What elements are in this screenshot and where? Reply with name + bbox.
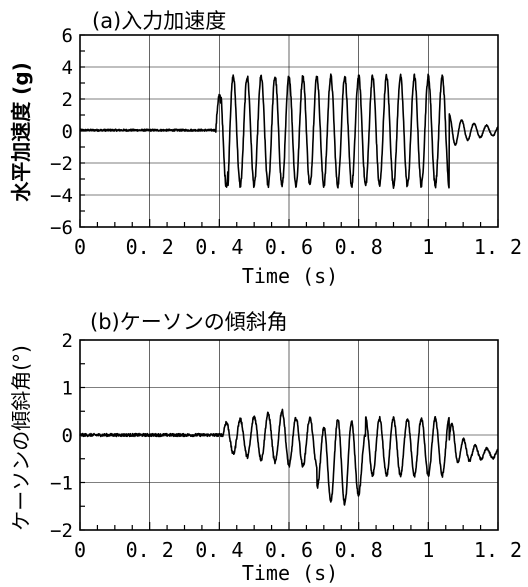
- x-tick-label: 0. 4: [195, 235, 243, 259]
- y-tick-label: 2: [62, 89, 73, 111]
- chart-a-xlabel: Time (s): [242, 264, 338, 288]
- chart-b-ylabel: ケーソンの傾斜角(°): [9, 345, 33, 531]
- x-tick-label: 0. 8: [335, 538, 383, 562]
- chart-a-title: (a)入力加速度: [92, 9, 226, 33]
- y-tick-label: −6: [50, 217, 73, 239]
- y-tick-label: 6: [62, 25, 73, 47]
- x-tick-label: 0. 2: [126, 235, 174, 259]
- panel-a: (a)入力加速度 −6 −4 −2 0 2 4 6 0 0. 2 0. 4 0. 6 0. 8 1 1.…: [9, 9, 522, 288]
- x-tick-label: 0. 6: [265, 538, 313, 562]
- x-tick-label: 0: [74, 235, 86, 259]
- chart-a-x-tick-labels: 0 0. 2 0. 4 0. 6 0. 8 1 1. 2: [74, 235, 522, 259]
- x-tick-label: 0. 6: [265, 235, 313, 259]
- y-tick-label: −1: [50, 473, 73, 495]
- chart-a-frame: [79, 34, 499, 228]
- x-tick-label: 1: [422, 235, 434, 259]
- chart-b-series-line: [79, 408, 499, 506]
- x-tick-label: 1. 2: [474, 235, 522, 259]
- x-tick-label: 0. 8: [335, 235, 383, 259]
- y-tick-label: 2: [62, 330, 73, 352]
- x-tick-label: 0. 4: [195, 538, 243, 562]
- y-tick-label: 1: [62, 378, 73, 400]
- chart-b-xlabel: Time (s): [242, 561, 338, 585]
- chart-a-series-line: [79, 73, 499, 189]
- panel-b: (b)ケーソンの傾斜角 −2 −1 0 1 2 0 0. 2 0. 4 0. 6 0. 8 1 1.…: [9, 310, 522, 585]
- y-tick-label: 0: [62, 425, 73, 447]
- y-tick-label: −2: [50, 153, 73, 175]
- x-tick-label: 1: [422, 538, 434, 562]
- x-tick-label: 0. 2: [126, 538, 174, 562]
- x-tick-label: 0: [74, 538, 86, 562]
- chart-a-y-tick-labels: −6 −4 −2 0 2 4 6: [50, 25, 73, 239]
- chart-a-ylabel: 水平加速度 (g): [9, 62, 33, 202]
- chart-b-y-tick-labels: −2 −1 0 1 2: [50, 330, 73, 542]
- chart-b-title: (b)ケーソンの傾斜角: [90, 310, 288, 334]
- y-tick-label: −4: [50, 185, 73, 207]
- chart-b-frame: [79, 339, 499, 531]
- x-tick-label: 1. 2: [474, 538, 522, 562]
- y-tick-label: 0: [62, 121, 73, 143]
- y-tick-label: −2: [50, 520, 73, 542]
- y-tick-label: 4: [62, 57, 73, 79]
- chart-b-x-tick-labels: 0 0. 2 0. 4 0. 6 0. 8 1 1. 2: [74, 538, 522, 562]
